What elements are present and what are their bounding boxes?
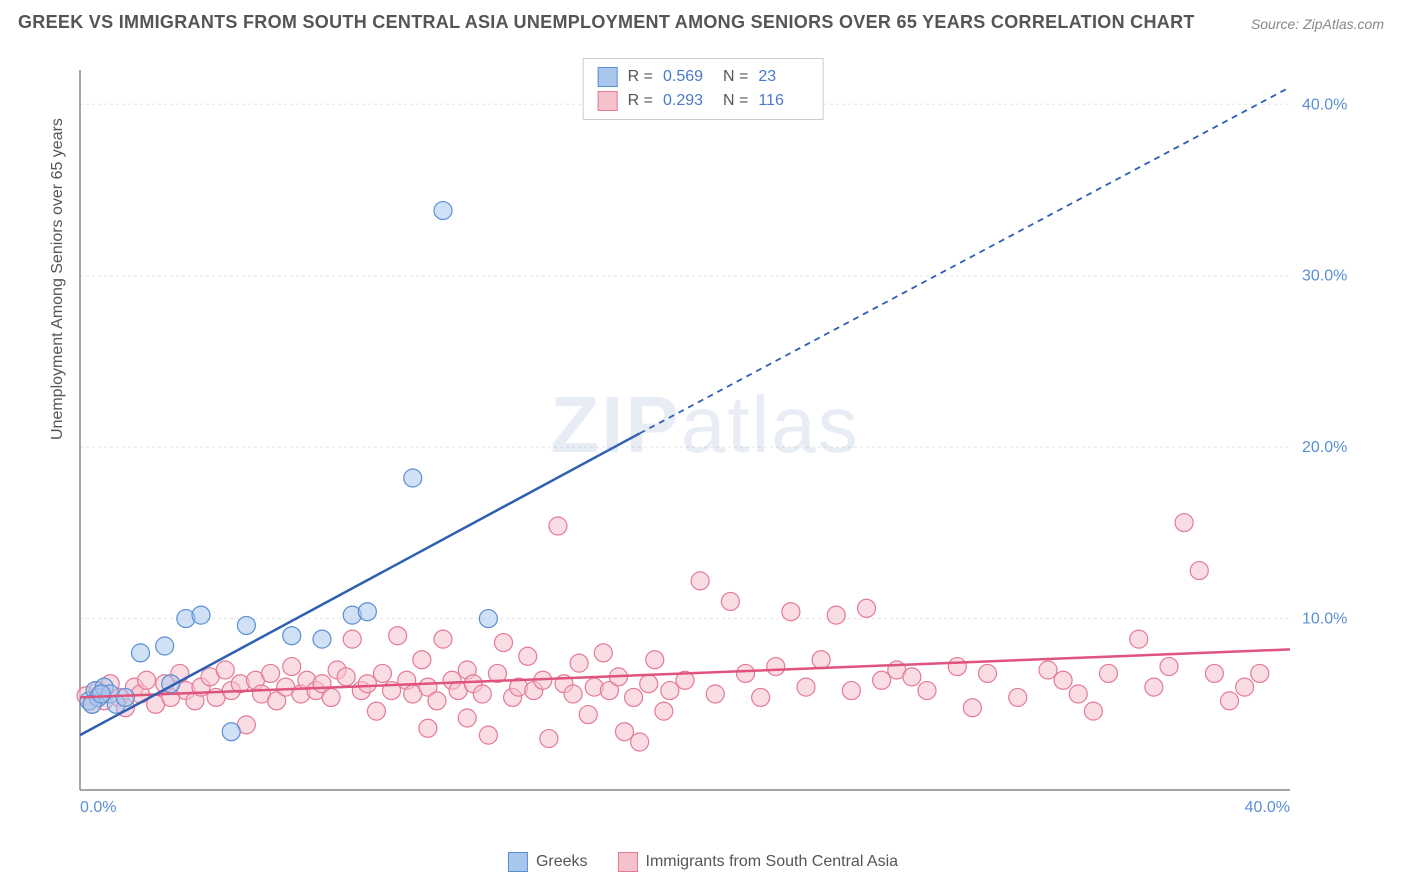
legend-swatch-immigrants bbox=[618, 852, 638, 872]
stats-row-immigrants: R = 0.293 N = 116 bbox=[598, 89, 809, 113]
source-value: ZipAtlas.com bbox=[1303, 16, 1384, 32]
plot-area: Unemployment Among Seniors over 65 years… bbox=[50, 60, 1360, 820]
svg-text:40.0%: 40.0% bbox=[1245, 799, 1290, 816]
n-value-immigrants: 116 bbox=[758, 92, 808, 110]
stats-legend: R = 0.569 N = 23 R = 0.293 N = 116 bbox=[583, 58, 824, 120]
legend-label-greeks: Greeks bbox=[536, 853, 588, 871]
r-label: R = bbox=[628, 92, 653, 110]
n-value-greeks: 23 bbox=[758, 68, 808, 86]
source-label: Source: bbox=[1251, 16, 1299, 32]
legend-item-immigrants: Immigrants from South Central Asia bbox=[618, 852, 899, 872]
svg-text:20.0%: 20.0% bbox=[1302, 439, 1347, 456]
bottom-legend: Greeks Immigrants from South Central Asi… bbox=[508, 852, 898, 872]
legend-item-greeks: Greeks bbox=[508, 852, 588, 872]
y-axis-label: Unemployment Among Seniors over 65 years bbox=[49, 118, 67, 440]
legend-label-immigrants: Immigrants from South Central Asia bbox=[646, 853, 899, 871]
swatch-greeks bbox=[598, 67, 618, 87]
r-value-greeks: 0.569 bbox=[663, 68, 713, 86]
r-label: R = bbox=[628, 68, 653, 86]
svg-text:0.0%: 0.0% bbox=[80, 799, 116, 816]
swatch-immigrants bbox=[598, 91, 618, 111]
stats-row-greeks: R = 0.569 N = 23 bbox=[598, 65, 809, 89]
n-label: N = bbox=[723, 92, 748, 110]
source-attribution: Source: ZipAtlas.com bbox=[1251, 16, 1384, 32]
svg-text:40.0%: 40.0% bbox=[1302, 96, 1347, 113]
scatter-chart: 10.0% 20.0% 30.0% 40.0% 0.0% 40.0% bbox=[50, 60, 1360, 820]
n-label: N = bbox=[723, 68, 748, 86]
chart-title: GREEK VS IMMIGRANTS FROM SOUTH CENTRAL A… bbox=[18, 12, 1195, 33]
legend-swatch-greeks bbox=[508, 852, 528, 872]
svg-text:30.0%: 30.0% bbox=[1302, 268, 1347, 285]
r-value-immigrants: 0.293 bbox=[663, 92, 713, 110]
svg-text:10.0%: 10.0% bbox=[1302, 611, 1347, 628]
